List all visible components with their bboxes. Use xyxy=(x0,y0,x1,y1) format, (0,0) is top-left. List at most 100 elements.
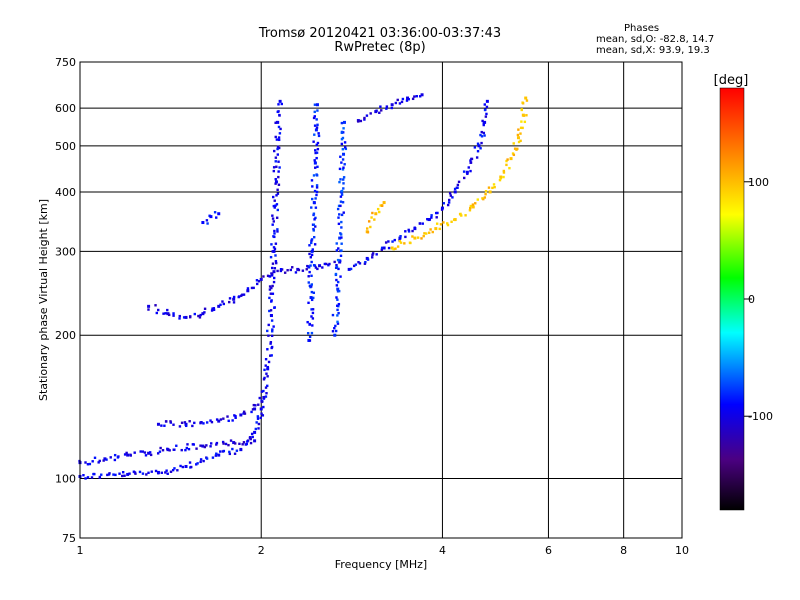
point xyxy=(310,249,314,253)
point xyxy=(310,298,314,302)
point xyxy=(340,213,344,217)
point xyxy=(121,474,124,478)
point xyxy=(339,195,343,198)
point xyxy=(188,315,192,319)
point xyxy=(357,261,360,264)
point xyxy=(268,275,271,278)
point xyxy=(264,358,268,361)
point xyxy=(366,258,370,261)
point xyxy=(254,427,258,431)
point xyxy=(277,103,280,106)
point xyxy=(201,221,205,225)
point xyxy=(393,238,396,242)
point xyxy=(313,218,316,221)
point xyxy=(310,290,314,294)
point xyxy=(274,260,278,263)
point xyxy=(311,308,315,311)
point xyxy=(462,170,466,173)
colorbar-label: [deg] xyxy=(714,73,749,88)
point xyxy=(373,218,376,221)
point xyxy=(316,147,320,151)
point xyxy=(446,203,450,207)
colorbar-tick-label-0: 0 xyxy=(748,293,755,306)
point xyxy=(449,194,453,197)
point xyxy=(222,302,225,306)
point xyxy=(315,103,319,107)
point xyxy=(333,327,336,330)
point xyxy=(440,208,444,211)
point xyxy=(184,448,187,452)
point xyxy=(128,472,131,475)
point xyxy=(133,451,136,454)
point xyxy=(418,95,422,98)
point xyxy=(516,136,520,140)
point xyxy=(200,420,203,424)
point xyxy=(84,477,87,480)
point xyxy=(272,249,276,253)
point xyxy=(179,464,182,468)
point xyxy=(195,463,198,466)
point xyxy=(266,365,270,369)
point xyxy=(103,457,107,461)
point xyxy=(249,437,252,441)
point xyxy=(199,444,202,447)
point xyxy=(192,443,195,446)
point xyxy=(371,252,375,255)
point xyxy=(337,222,341,226)
trace-6 xyxy=(390,96,529,251)
point xyxy=(275,120,279,124)
point xyxy=(342,176,346,179)
point xyxy=(203,307,207,310)
point xyxy=(431,230,434,234)
point xyxy=(420,237,423,240)
point xyxy=(150,470,153,473)
point xyxy=(257,427,260,430)
point xyxy=(314,266,318,269)
point xyxy=(307,281,310,284)
point xyxy=(446,222,449,225)
point xyxy=(357,120,360,123)
point xyxy=(519,126,523,130)
point xyxy=(239,413,243,417)
point xyxy=(246,287,250,290)
point xyxy=(185,446,188,450)
point xyxy=(517,140,521,144)
point xyxy=(337,311,340,315)
point xyxy=(250,410,253,414)
point xyxy=(476,150,480,153)
point xyxy=(435,222,439,225)
point xyxy=(195,447,198,450)
point xyxy=(338,167,342,171)
y-axis-ticks: 75 100 200 300 400 500 600 750 xyxy=(55,56,76,545)
point xyxy=(502,169,506,173)
point xyxy=(374,110,378,114)
point xyxy=(271,330,274,333)
point xyxy=(219,303,222,306)
point xyxy=(310,283,314,286)
point xyxy=(273,199,276,202)
point xyxy=(307,275,310,278)
point xyxy=(436,211,439,215)
point xyxy=(347,267,351,271)
point xyxy=(448,192,452,195)
point xyxy=(378,210,381,214)
point xyxy=(470,157,474,161)
point xyxy=(336,308,339,312)
point xyxy=(464,214,467,217)
point xyxy=(506,158,509,161)
point xyxy=(315,186,319,189)
point xyxy=(523,120,527,124)
point xyxy=(180,448,183,452)
point xyxy=(205,421,209,424)
point xyxy=(401,97,405,101)
point xyxy=(336,287,340,291)
point xyxy=(337,302,341,306)
point xyxy=(313,235,316,239)
point xyxy=(314,206,318,209)
point xyxy=(336,280,340,284)
point xyxy=(524,96,528,100)
x-axis-ticks: 1 2 4 6 8 10 xyxy=(77,544,690,557)
x-tick-label-4: 4 xyxy=(439,544,446,557)
point xyxy=(169,470,173,473)
point xyxy=(366,231,370,234)
